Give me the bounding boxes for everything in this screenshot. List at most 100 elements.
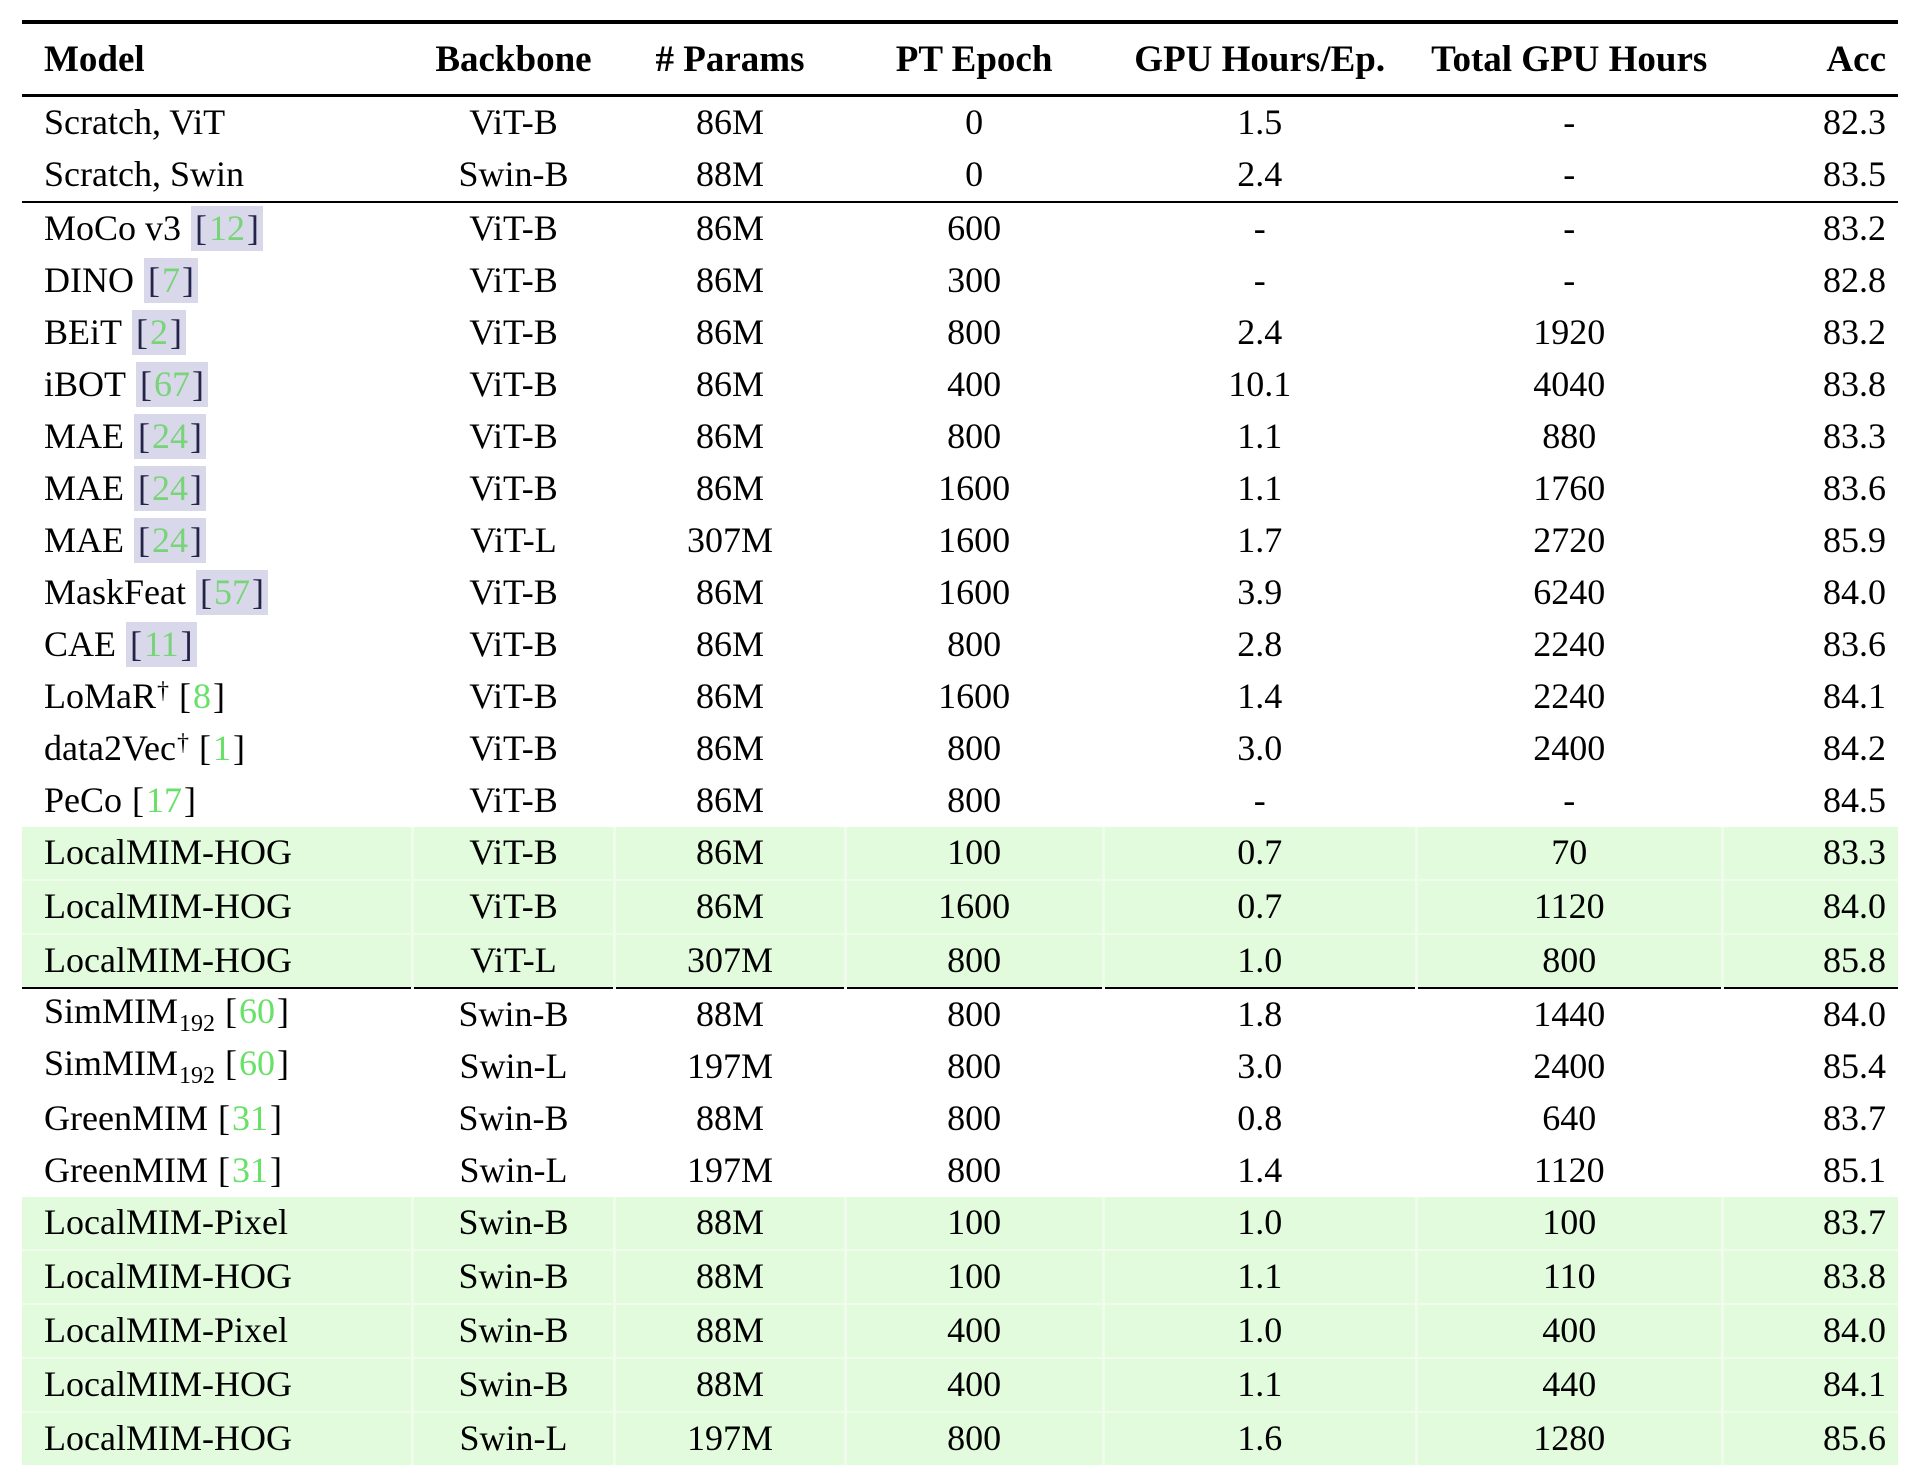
citation-link[interactable]: [31]: [218, 1150, 282, 1190]
citation-link[interactable]: [11]: [126, 622, 197, 668]
model-cell: GreenMIM [31]: [22, 1145, 412, 1197]
backbone-cell: Swin-B: [412, 1358, 617, 1413]
acc-cell: 84.1: [1722, 1358, 1898, 1413]
table-row: PeCo [17] ViT-B 86M 800 - - 84.5: [22, 775, 1898, 827]
pt-epoch-cell: 800: [947, 994, 1002, 1035]
pt-epoch-cell: 400: [947, 364, 1002, 405]
model-name: SimMIM: [44, 1042, 179, 1083]
backbone-cell: Swin-B: [412, 1250, 617, 1305]
citation-close-bracket: ]: [251, 572, 264, 613]
citation-link[interactable]: [60]: [225, 1043, 289, 1083]
citation-link[interactable]: [24]: [134, 518, 206, 564]
citation-close-bracket: ]: [180, 624, 193, 665]
pt-epoch-cell: 800: [845, 1412, 1105, 1471]
citation-open-bracket: [: [130, 624, 142, 665]
model-name: LocalMIM-HOG: [44, 940, 292, 981]
model-name: BEiT: [44, 312, 122, 353]
citation-close-bracket: ]: [277, 1042, 290, 1083]
citation-open-bracket: [: [140, 364, 153, 405]
model-name: data2Vec: [44, 728, 176, 769]
citation-close-bracket: ]: [213, 676, 225, 717]
total-gpu-hours-cell: 2720: [1533, 520, 1606, 561]
citation-number: 7: [161, 260, 180, 301]
citation-link[interactable]: [2]: [132, 310, 186, 356]
gpu-hours-ep-cell: 1.4: [1237, 676, 1283, 717]
citation-number: 11: [144, 624, 179, 665]
acc-cell: 84.1: [1823, 676, 1886, 717]
model-name: iBOT: [44, 364, 127, 405]
total-gpu-hours-cell: -: [1563, 208, 1576, 249]
model-cell: GreenMIM [31]: [22, 1093, 412, 1145]
results-table-container: Model Backbone # Params PT Epoch GPU Hours/E…: [22, 20, 1898, 1471]
citation-link[interactable]: [31]: [218, 1098, 282, 1138]
total-gpu-hours-cell: 1920: [1533, 312, 1606, 353]
table-row: LocalMIM-Pixel Swin-B 88M 400 1.0 400 84.0: [22, 1304, 1898, 1359]
model-cell: LocalMIM-HOG: [22, 880, 414, 935]
model-name: Scratch, ViT: [44, 102, 226, 143]
citation-open-bracket: [: [147, 260, 160, 301]
pt-epoch-cell: 300: [947, 260, 1002, 301]
citation-link[interactable]: [17]: [132, 780, 196, 820]
table-row: Scratch, Swin Swin-B 88M 0 2.4-83.5: [22, 149, 1898, 203]
acc-cell: 83.6: [1823, 468, 1886, 509]
total-gpu-hours-cell: 440: [1416, 1358, 1724, 1413]
model-cell: MoCo v3 [12]: [22, 202, 412, 255]
citation-link[interactable]: [7]: [143, 258, 198, 304]
pt-epoch-cell: 800: [947, 312, 1002, 353]
total-gpu-hours-cell: 400: [1416, 1304, 1724, 1359]
backbone-cell: Swin-B: [458, 1098, 569, 1139]
table-header: Model Backbone # Params PT Epoch GPU Hours/E…: [22, 22, 1898, 97]
model-cell: Scratch, Swin: [22, 149, 413, 203]
backbone-cell: ViT-B: [469, 468, 558, 509]
params-cell: 86M: [695, 102, 764, 143]
citation-link[interactable]: [67]: [136, 362, 209, 408]
model-name: GreenMIM: [44, 1098, 208, 1139]
citation-link[interactable]: [1]: [199, 728, 245, 768]
table-row: LocalMIM-HOG Swin-L 197M 800 1.6 1280 85.6: [22, 1412, 1898, 1471]
citation-open-bracket: [: [198, 728, 211, 769]
pt-epoch-cell: 1600: [938, 468, 1011, 509]
acc-cell: 82.3: [1823, 102, 1886, 143]
pt-epoch-cell: 800: [947, 624, 1002, 665]
backbone-cell: Swin-L: [412, 1412, 617, 1471]
acc-cell: 84.0: [1823, 572, 1886, 613]
citation-number: 60: [239, 990, 276, 1031]
citation-open-bracket: [: [138, 468, 150, 509]
acc-cell: 83.8: [1722, 1250, 1898, 1305]
model-name: SimMIM: [44, 990, 179, 1031]
backbone-cell: ViT-B: [469, 416, 558, 457]
total-gpu-hours-cell: -: [1563, 102, 1576, 143]
acc-cell: 83.2: [1823, 208, 1886, 249]
citation-number: 57: [213, 572, 250, 613]
gpu-hours-ep-cell: 2.4: [1237, 312, 1283, 353]
pt-epoch-cell: 1600: [845, 880, 1105, 935]
citation-close-bracket: ]: [269, 1098, 282, 1139]
acc-cell: 83.3: [1722, 827, 1898, 881]
citation-link[interactable]: [24]: [134, 414, 206, 460]
citation-link[interactable]: [57]: [195, 570, 268, 616]
column-header-total_gpu_hours: Total GPU Hours: [1416, 22, 1723, 97]
pt-epoch-cell: 800: [947, 1098, 1002, 1139]
table-row: CAE [11] ViT-B 86M 800 2.8 2240 83.6: [22, 619, 1898, 671]
citation-number: 31: [231, 1098, 268, 1139]
gpu-hours-ep-cell: 1.0: [1103, 1197, 1418, 1251]
table-row: LocalMIM-HOG Swin-B 88M 400 1.1 440 84.1: [22, 1358, 1898, 1413]
citation-link[interactable]: [24]: [134, 466, 206, 512]
citation-open-bracket: [: [136, 312, 148, 353]
gpu-hours-ep-cell: 0.7: [1103, 827, 1418, 881]
table-row: data2Vec† [1] ViT-B 86M 800 3.0 2400 84.2: [22, 723, 1898, 775]
acc-cell: 82.8: [1823, 260, 1886, 301]
citation-open-bracket: [: [225, 990, 238, 1031]
gpu-hours-ep-cell: 2.8: [1237, 624, 1283, 665]
model-cell: LocalMIM-HOG: [22, 934, 414, 989]
column-header-backbone: Backbone: [412, 22, 615, 97]
citation-link[interactable]: [60]: [225, 991, 289, 1031]
backbone-cell: Swin-L: [459, 1150, 568, 1191]
citation-link[interactable]: [12]: [191, 206, 264, 252]
total-gpu-hours-cell: 1760: [1533, 468, 1606, 509]
citation-open-bracket: [: [132, 780, 145, 821]
dagger-mark: †: [176, 730, 189, 757]
pt-epoch-cell: 0: [965, 102, 984, 143]
citation-link[interactable]: [8]: [179, 676, 225, 716]
model-cell: LocalMIM-HOG: [22, 827, 414, 881]
